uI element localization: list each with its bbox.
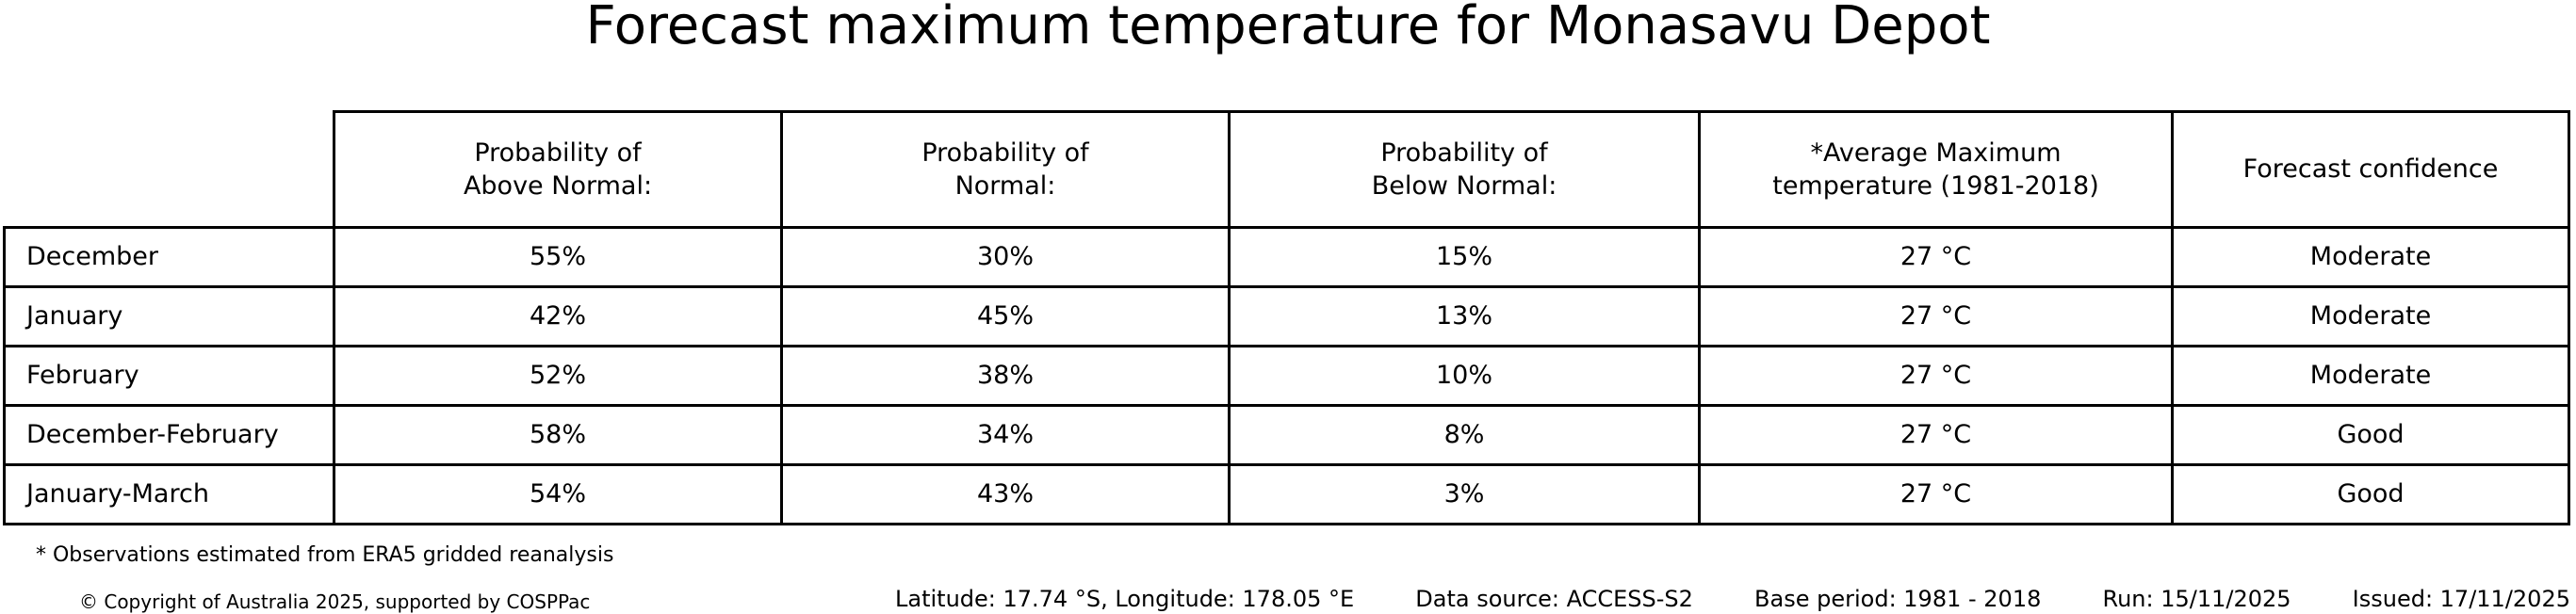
cell-avg-max: 27 °C — [1698, 463, 2174, 525]
cell-confidence: Good — [2171, 404, 2570, 466]
row-label: January-March — [3, 463, 335, 525]
copyright-text: © Copyright of Australia 2025, supported… — [79, 590, 591, 613]
cell-avg-max: 27 °C — [1698, 226, 2174, 288]
forecast-table: Probability of Above Normal: Probability… — [3, 110, 2570, 525]
header-cell-below-normal: Probability of Below Normal: — [1228, 110, 1701, 229]
run-date-text: Run: 15/11/2025 — [2102, 586, 2291, 612]
row-label: February — [3, 345, 335, 407]
table-row-january: January 42% 45% 13% 27 °C Moderate — [3, 285, 2570, 347]
issued-date-text: Issued: 17/11/2025 — [2352, 586, 2570, 612]
table-row-january-march: January-March 54% 43% 3% 27 °C Good — [3, 463, 2570, 525]
header-cell-above-normal: Probability of Above Normal: — [333, 110, 783, 229]
table-header-row: Probability of Above Normal: Probability… — [5, 110, 2570, 229]
cell-confidence: Moderate — [2171, 345, 2570, 407]
cell-below: 8% — [1228, 404, 1701, 466]
cell-avg-max: 27 °C — [1698, 345, 2174, 407]
cell-above: 52% — [333, 345, 783, 407]
cell-above: 42% — [333, 285, 783, 347]
row-label: December — [3, 226, 335, 288]
cell-below: 15% — [1228, 226, 1701, 288]
cell-below: 13% — [1228, 285, 1701, 347]
base-period-text: Base period: 1981 - 2018 — [1754, 586, 2042, 612]
cell-normal: 43% — [780, 463, 1231, 525]
cell-confidence: Good — [2171, 463, 2570, 525]
header-cell-blank — [5, 112, 334, 228]
cell-avg-max: 27 °C — [1698, 404, 2174, 466]
header-cell-normal: Probability of Normal: — [780, 110, 1231, 229]
header-cell-average-max: *Average Maximum temperature (1981-2018) — [1698, 110, 2174, 229]
page-title: Forecast maximum temperature for Monasav… — [585, 0, 1991, 57]
row-label: December-February — [3, 404, 335, 466]
cell-below: 10% — [1228, 345, 1701, 407]
observations-footnote: * Observations estimated from ERA5 gridd… — [36, 543, 614, 567]
cell-avg-max: 27 °C — [1698, 285, 2174, 347]
cell-normal: 38% — [780, 345, 1231, 407]
cell-above: 54% — [333, 463, 783, 525]
row-label: January — [3, 285, 335, 347]
cell-normal: 45% — [780, 285, 1231, 347]
cell-normal: 34% — [780, 404, 1231, 466]
table-row-february: February 52% 38% 10% 27 °C Moderate — [3, 345, 2570, 407]
location-text: Latitude: 17.74 °S, Longitude: 178.05 °E — [895, 586, 1355, 612]
table-row-december: December 55% 30% 15% 27 °C Moderate — [3, 226, 2570, 288]
cell-below: 3% — [1228, 463, 1701, 525]
cell-confidence: Moderate — [2171, 226, 2570, 288]
table-row-december-february: December-February 58% 34% 8% 27 °C Good — [3, 404, 2570, 466]
cell-above: 55% — [333, 226, 783, 288]
cell-normal: 30% — [780, 226, 1231, 288]
data-source-text: Data source: ACCESS-S2 — [1415, 586, 1693, 612]
cell-above: 58% — [333, 404, 783, 466]
cell-confidence: Moderate — [2171, 285, 2570, 347]
metadata-row: Latitude: 17.74 °S, Longitude: 178.05 °E… — [895, 586, 2570, 612]
header-cell-confidence: Forecast confidence — [2171, 110, 2570, 229]
